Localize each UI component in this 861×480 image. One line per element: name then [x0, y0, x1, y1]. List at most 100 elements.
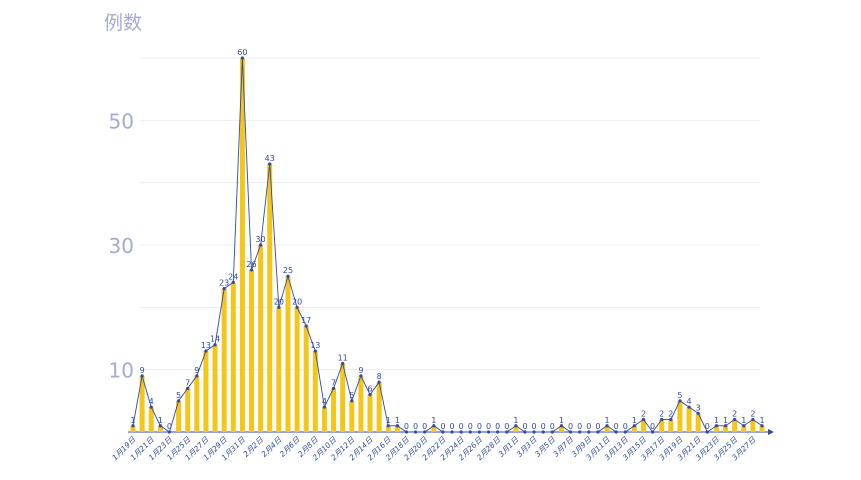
- data-point: [404, 430, 409, 434]
- data-point: [632, 424, 636, 428]
- data-label: 0: [413, 422, 418, 431]
- data-point: [751, 417, 755, 422]
- data-label: 24: [228, 272, 238, 281]
- data-label: 26: [246, 260, 256, 269]
- data-label: 8: [377, 372, 382, 381]
- y-tick-label: 30: [109, 234, 134, 258]
- bar: [185, 388, 191, 432]
- data-label: 30: [256, 235, 266, 244]
- data-label: 23: [219, 279, 229, 288]
- bar: [331, 388, 337, 432]
- bar: [604, 425, 610, 432]
- bar: [249, 269, 255, 432]
- bar: [157, 425, 163, 432]
- data-point: [259, 243, 263, 247]
- data-label: 14: [210, 335, 220, 344]
- data-point: [195, 374, 199, 378]
- data-label: 1: [741, 416, 746, 425]
- data-label: 5: [677, 391, 682, 400]
- data-point: [459, 430, 463, 434]
- data-label: 2: [641, 410, 646, 419]
- data-point: [368, 393, 372, 397]
- bar: [677, 400, 683, 432]
- bar: [686, 407, 692, 432]
- data-point: [723, 424, 728, 428]
- data-point: [341, 361, 345, 366]
- data-label: 1: [604, 416, 609, 425]
- bar: [513, 425, 519, 432]
- data-point: [505, 430, 509, 434]
- data-point: [176, 399, 181, 403]
- data-label: 0: [550, 422, 555, 431]
- bar: [267, 163, 273, 432]
- data-label: 6: [367, 385, 372, 394]
- data-label: 20: [274, 297, 284, 306]
- data-label: 0: [541, 422, 546, 431]
- data-label: 0: [614, 422, 619, 431]
- data-label: 9: [194, 366, 199, 375]
- y-tick-label: 50: [109, 109, 134, 133]
- data-point: [386, 424, 390, 428]
- bar: [221, 288, 227, 432]
- y-tick-label: 10: [109, 359, 134, 383]
- data-point: [423, 430, 427, 434]
- data-point: [413, 430, 418, 434]
- data-label: 0: [477, 422, 482, 431]
- data-point: [450, 430, 454, 434]
- data-point: [532, 430, 536, 434]
- data-label: 0: [577, 422, 582, 431]
- data-point: [432, 424, 436, 428]
- data-point: [696, 411, 700, 415]
- trend-line: [132, 57, 763, 433]
- data-label: 1: [130, 416, 135, 425]
- bar: [148, 407, 154, 432]
- bar: [376, 382, 382, 432]
- bar: [659, 419, 665, 432]
- data-point: [596, 430, 600, 434]
- data-label: 9: [358, 366, 363, 375]
- bar: [631, 425, 637, 432]
- bar: [139, 375, 145, 432]
- data-point: [523, 430, 527, 434]
- bar: [431, 425, 437, 432]
- bar: [394, 425, 400, 432]
- bar: [668, 419, 674, 432]
- bar: [276, 307, 282, 432]
- data-point: [167, 430, 172, 434]
- bar: [194, 375, 200, 432]
- data-point: [213, 343, 217, 347]
- bar: [258, 245, 264, 432]
- data-label: 0: [650, 422, 655, 431]
- data-label: 13: [201, 341, 211, 350]
- data-label: 0: [422, 422, 427, 431]
- data-point: [359, 374, 363, 378]
- data-point: [514, 424, 518, 428]
- bar: [312, 350, 318, 432]
- data-label: 2: [732, 410, 737, 419]
- bar: [230, 282, 236, 432]
- data-label: 1: [386, 416, 391, 425]
- data-point: [240, 56, 244, 60]
- data-point: [350, 399, 354, 403]
- bar: [741, 425, 747, 432]
- data-label: 0: [586, 422, 591, 431]
- data-label: 0: [486, 422, 491, 431]
- data-label: 2: [750, 410, 755, 419]
- bar: [723, 425, 729, 432]
- bar: [759, 425, 765, 432]
- bar: [750, 419, 756, 432]
- data-label: 4: [149, 397, 154, 406]
- data-label: 4: [687, 397, 692, 406]
- data-point: [249, 268, 254, 272]
- data-label: 5: [176, 391, 181, 400]
- data-point: [222, 287, 226, 291]
- data-point: [678, 399, 682, 403]
- data-point: [714, 424, 719, 428]
- data-point: [651, 430, 655, 434]
- data-label: 2: [668, 410, 673, 419]
- data-point: [140, 374, 144, 378]
- data-label: 13: [310, 341, 320, 350]
- bar: [203, 350, 209, 432]
- data-point: [158, 424, 162, 428]
